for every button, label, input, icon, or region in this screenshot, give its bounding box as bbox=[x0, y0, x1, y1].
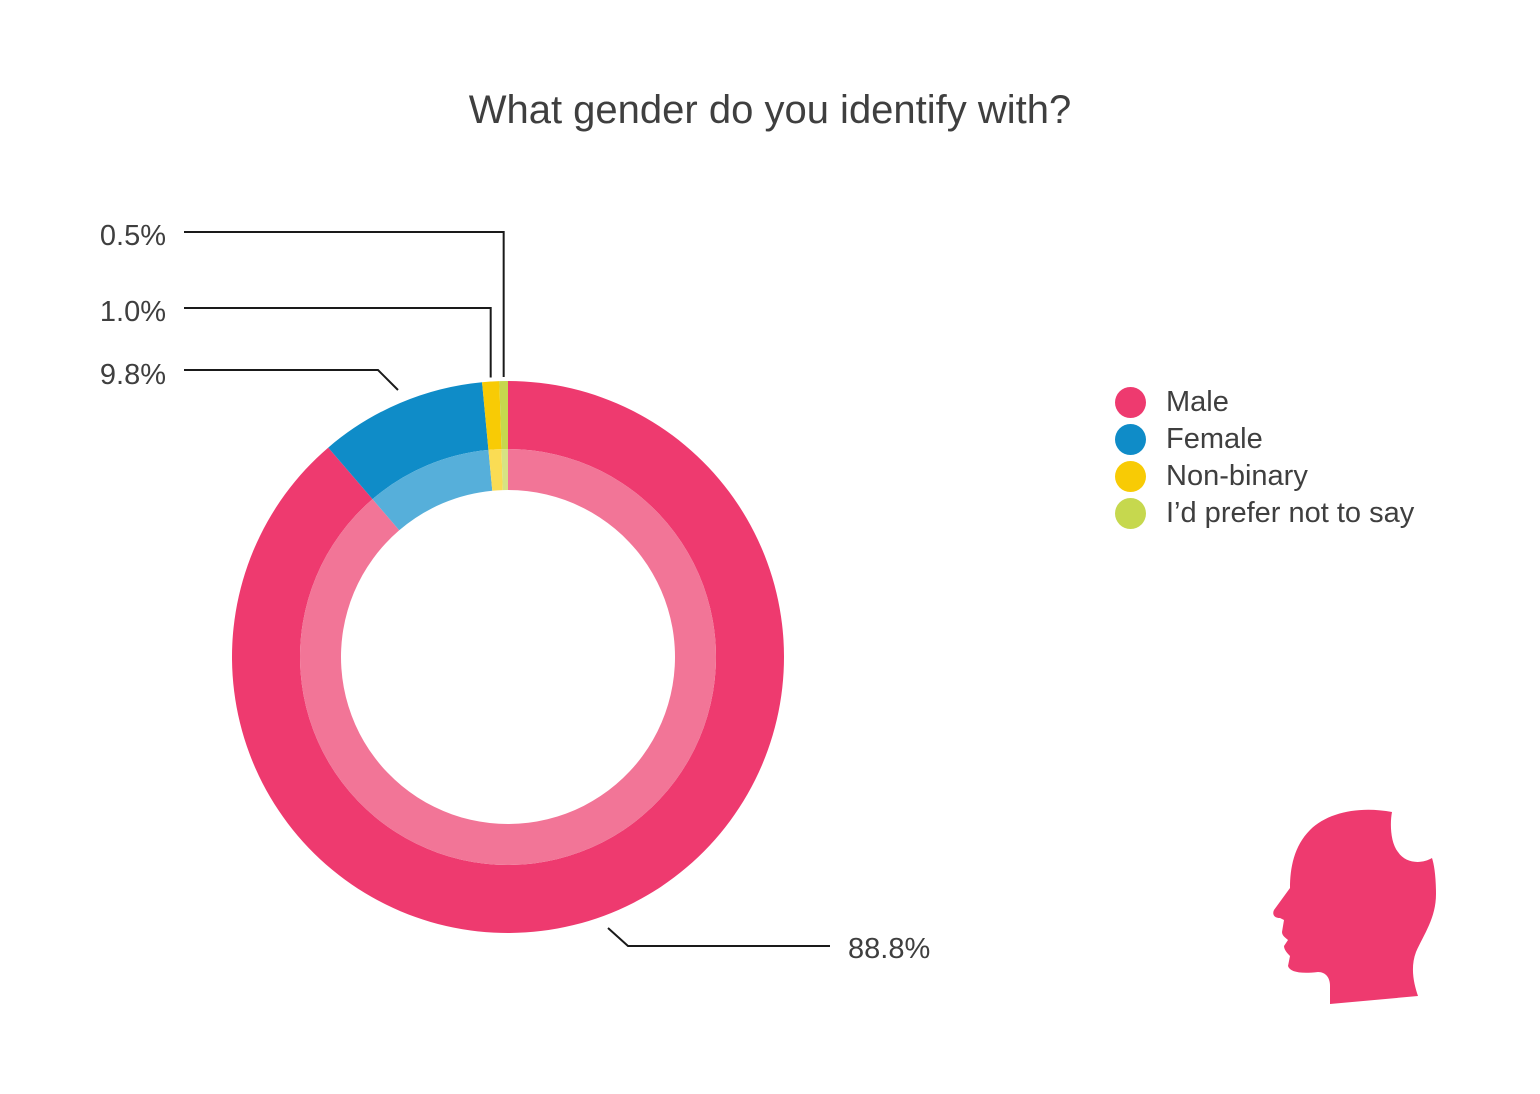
legend-swatch-non-binary bbox=[1115, 461, 1146, 492]
leader-lines bbox=[184, 231, 830, 947]
leader-line-non-binary bbox=[184, 307, 492, 378]
donut-slice-prefer-not-to-say bbox=[499, 381, 508, 450]
legend-label: Non-binary bbox=[1166, 460, 1308, 492]
legend-swatch-male bbox=[1115, 387, 1146, 418]
value-label-male: 88.8% bbox=[848, 933, 930, 965]
value-label-prefer-not-to-say: 0.5% bbox=[100, 220, 166, 252]
donut-slice-non-binary bbox=[482, 381, 502, 450]
value-labels: 88.8% 9.8% 1.0% 0.5% bbox=[100, 220, 930, 965]
chart-title: What gender do you identify with? bbox=[468, 88, 1072, 132]
outer-ring bbox=[231, 381, 785, 934]
donut-inner-slice-female bbox=[372, 449, 493, 531]
leader-line-male bbox=[607, 927, 830, 947]
legend-item-female: Female bbox=[1115, 421, 1414, 458]
head-silhouette-icon bbox=[1273, 809, 1436, 1004]
inner-ring bbox=[299, 449, 717, 866]
legend-label: Female bbox=[1166, 423, 1263, 455]
leader-line-female bbox=[184, 369, 399, 391]
legend-swatch-female bbox=[1115, 424, 1146, 455]
donut-slice-female bbox=[328, 382, 489, 500]
legend-swatch-prefer-not-to-say bbox=[1115, 498, 1146, 529]
donut-inner-slice-male bbox=[299, 449, 717, 866]
leader-line-prefer-not-to-say bbox=[184, 231, 505, 378]
legend-label: Male bbox=[1166, 386, 1229, 418]
legend: Male Female Non-binary I’d prefer not to… bbox=[1115, 384, 1414, 532]
legend-item-prefer-not-to-say: I’d prefer not to say bbox=[1115, 495, 1414, 532]
legend-item-male: Male bbox=[1115, 384, 1414, 421]
value-label-female: 9.8% bbox=[100, 359, 166, 391]
legend-item-non-binary: Non-binary bbox=[1115, 458, 1414, 495]
donut-inner-slice-non-binary bbox=[488, 449, 503, 491]
legend-label: I’d prefer not to say bbox=[1166, 497, 1415, 529]
donut-inner-slice-prefer-not-to-say bbox=[501, 449, 508, 491]
value-label-non-binary: 1.0% bbox=[100, 296, 166, 328]
